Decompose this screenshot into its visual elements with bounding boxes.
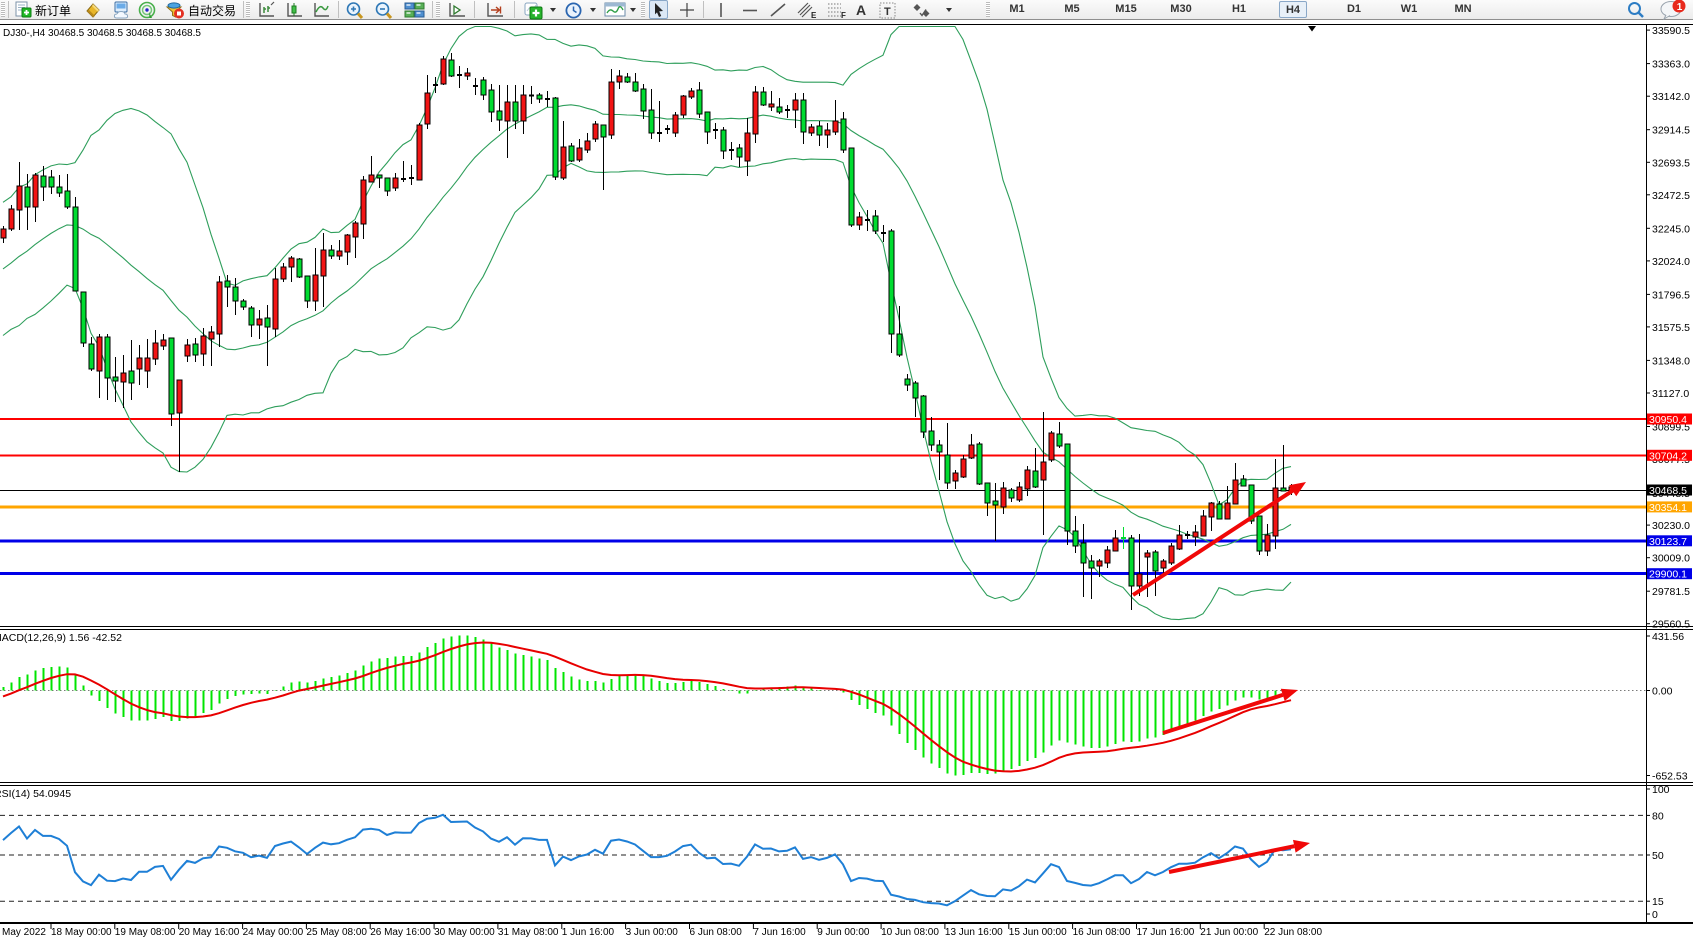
svg-text:22 Jun 08:00: 22 Jun 08:00 — [1264, 927, 1322, 938]
svg-text:31348.0: 31348.0 — [1652, 355, 1690, 367]
svg-text:16 Jun 08:00: 16 Jun 08:00 — [1073, 927, 1131, 938]
svg-text:33363.0: 33363.0 — [1652, 59, 1690, 71]
svg-text:1: 1 — [1677, 2, 1683, 13]
svg-text:13 Jun 16:00: 13 Jun 16:00 — [945, 927, 1003, 938]
svg-text:31127.0: 31127.0 — [1652, 388, 1689, 400]
svg-text:17 Jun 16:00: 17 Jun 16:00 — [1137, 927, 1195, 938]
svg-text:30950.4: 30950.4 — [1649, 414, 1687, 426]
svg-text:T: T — [884, 6, 891, 18]
svg-text:MACD(12,26,9) 1.56 -42.52: MACD(12,26,9) 1.56 -42.52 — [0, 632, 122, 644]
svg-text:26 May 16:00: 26 May 16:00 — [370, 927, 431, 938]
svg-text:32693.5: 32693.5 — [1652, 157, 1690, 169]
svg-text:32472.5: 32472.5 — [1652, 190, 1690, 202]
svg-text:29781.5: 29781.5 — [1652, 586, 1690, 598]
svg-text:F: F — [841, 11, 846, 20]
svg-text:29560.5: 29560.5 — [1652, 619, 1690, 631]
svg-text:21 Jun 00:00: 21 Jun 00:00 — [1200, 927, 1258, 938]
svg-text:6 Jun 08:00: 6 Jun 08:00 — [690, 927, 743, 938]
svg-text:19 May 08:00: 19 May 08:00 — [115, 927, 176, 938]
svg-text:431.56: 431.56 — [1652, 631, 1684, 643]
svg-text:32245.0: 32245.0 — [1652, 223, 1690, 235]
svg-text:30230.0: 30230.0 — [1652, 520, 1690, 532]
svg-text:9 Jun 00:00: 9 Jun 00:00 — [817, 927, 870, 938]
svg-text:32914.5: 32914.5 — [1652, 125, 1690, 137]
svg-text:29900.1: 29900.1 — [1649, 569, 1687, 581]
svg-text:10 Jun 08:00: 10 Jun 08:00 — [881, 927, 939, 938]
svg-text:100: 100 — [1652, 784, 1670, 796]
svg-text:DJ30-,H4 30468.5 30468.5 3046: DJ30-,H4 30468.5 30468.5 30468.5 30468.5 — [3, 28, 201, 39]
svg-text:3 Jun 00:00: 3 Jun 00:00 — [626, 927, 679, 938]
svg-text:18 May 00:00: 18 May 00:00 — [51, 927, 112, 938]
svg-text:31 May 08:00: 31 May 08:00 — [498, 927, 559, 938]
svg-text:0: 0 — [1652, 909, 1658, 921]
svg-text:31796.5: 31796.5 — [1652, 289, 1690, 301]
svg-text:32024.0: 32024.0 — [1652, 256, 1690, 268]
svg-text:30704.2: 30704.2 — [1649, 450, 1687, 462]
svg-text:7 Jun 16:00: 7 Jun 16:00 — [753, 927, 806, 938]
svg-text:-652.53: -652.53 — [1652, 771, 1688, 783]
svg-text:1 Jun 16:00: 1 Jun 16:00 — [562, 927, 615, 938]
svg-text:30 May 00:00: 30 May 00:00 — [434, 927, 495, 938]
svg-text:15: 15 — [1652, 896, 1664, 908]
svg-text:31575.5: 31575.5 — [1652, 322, 1690, 334]
svg-text:30009.0: 30009.0 — [1652, 553, 1690, 565]
svg-text:80: 80 — [1652, 810, 1664, 822]
svg-text:15 Jun 00:00: 15 Jun 00:00 — [1009, 927, 1067, 938]
svg-text:E: E — [811, 11, 817, 20]
svg-text:0.00: 0.00 — [1652, 686, 1673, 698]
svg-text:May 2022: May 2022 — [2, 927, 46, 938]
svg-text:RSI(14) 54.0945: RSI(14) 54.0945 — [0, 788, 71, 800]
svg-text:50: 50 — [1652, 850, 1664, 862]
svg-text:30354.1: 30354.1 — [1649, 502, 1687, 514]
svg-text:33590.5: 33590.5 — [1652, 25, 1690, 37]
svg-text:33142.0: 33142.0 — [1652, 91, 1690, 103]
svg-text:24 May 00:00: 24 May 00:00 — [243, 927, 304, 938]
svg-text:30468.5: 30468.5 — [1649, 485, 1687, 497]
svg-text:25 May 08:00: 25 May 08:00 — [306, 927, 367, 938]
svg-text:30123.7: 30123.7 — [1649, 536, 1687, 548]
svg-text:20 May 16:00: 20 May 16:00 — [179, 927, 240, 938]
